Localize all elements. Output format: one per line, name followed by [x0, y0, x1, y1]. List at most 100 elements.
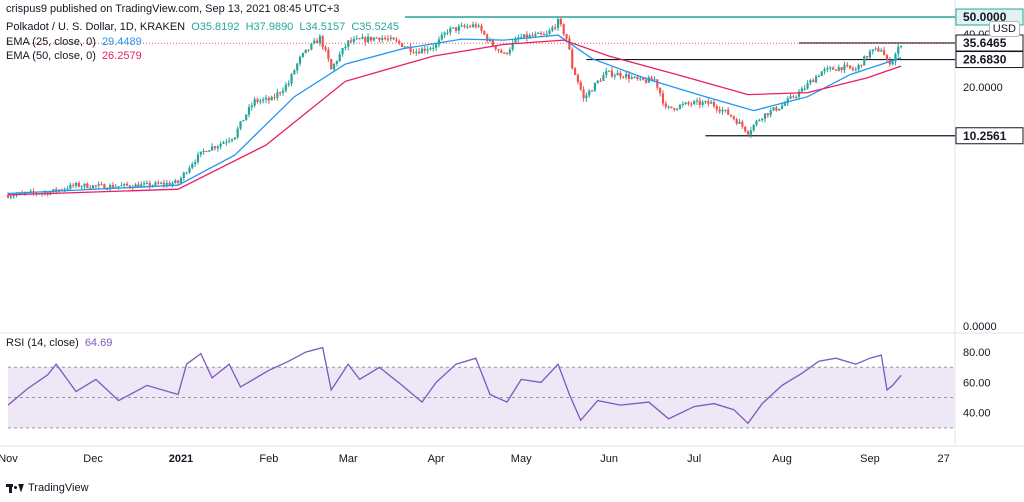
candle-up: [797, 91, 801, 97]
candle-up: [528, 35, 531, 39]
candle-down: [409, 46, 412, 52]
candle-up: [630, 77, 633, 79]
candle-up: [134, 184, 137, 189]
candle-up: [429, 48, 432, 50]
candle-up: [772, 107, 775, 111]
candle-up: [556, 18, 560, 28]
ohlc-high: H37.9890: [245, 21, 294, 33]
candle-down: [707, 101, 710, 104]
candle-up: [681, 103, 684, 105]
candle-down: [6, 194, 10, 198]
candle-up: [63, 189, 66, 191]
candle-down: [642, 78, 645, 81]
rsi-value: 64.69: [84, 337, 113, 349]
ema25-line: [7, 34, 902, 195]
ema50-legend: EMA (50, close, 0) 26.2579: [6, 50, 145, 63]
time-tick-label: Aug: [772, 453, 792, 465]
candle-down: [576, 74, 580, 83]
candle-down: [531, 35, 534, 37]
candle-down: [718, 109, 721, 112]
candle-down: [766, 113, 769, 116]
candle-down: [256, 99, 259, 102]
currency-button[interactable]: USD: [988, 21, 1020, 37]
tradingview-logo[interactable]: TradingView: [6, 482, 89, 494]
candle-down: [746, 131, 750, 135]
level-price-tag: [955, 127, 1024, 145]
candle-up: [225, 141, 228, 143]
candle-up: [693, 101, 696, 104]
candle-up: [602, 75, 605, 81]
candle-up: [43, 192, 46, 194]
ohlc-close: C35.5245: [351, 21, 400, 33]
candle-down: [883, 50, 886, 56]
rsi-tick-label: 60.00: [963, 377, 991, 389]
candle-down: [687, 102, 690, 104]
level-price-label: 28.6830: [963, 53, 1007, 67]
candle-up: [219, 143, 222, 147]
candle-up: [868, 51, 872, 58]
candle-down: [619, 72, 622, 77]
candle-up: [145, 182, 149, 184]
ema25-value: 29.4489: [101, 36, 142, 48]
candle-up: [545, 33, 548, 35]
candle-down: [729, 114, 733, 117]
candle-up: [165, 182, 168, 185]
candle-down: [877, 48, 880, 52]
candle-up: [633, 76, 636, 78]
candle-down: [162, 182, 166, 185]
candle-down: [60, 189, 63, 191]
candle-up: [29, 191, 32, 193]
candle-up: [684, 102, 687, 104]
candle-down: [35, 192, 38, 194]
candle-up: [758, 119, 761, 121]
candle-up: [313, 40, 316, 44]
candle-up: [537, 33, 540, 35]
candle-up: [194, 162, 197, 165]
candle-up: [140, 184, 143, 188]
candle-up: [520, 37, 523, 39]
candle-down: [412, 51, 415, 53]
candle-down: [364, 37, 367, 43]
candle-up: [179, 178, 183, 183]
candle-up: [222, 142, 225, 144]
candle-up: [814, 76, 818, 83]
candle-down: [885, 55, 889, 61]
candle-up: [548, 30, 551, 34]
candle-up: [446, 32, 449, 34]
candle-down: [590, 90, 594, 92]
time-tick-label: Dec: [83, 453, 103, 465]
candle-down: [812, 80, 815, 83]
ema50-label: EMA (50, close, 0): [6, 50, 96, 62]
candle-down: [503, 52, 506, 54]
candle-down: [267, 97, 270, 101]
candle-down: [834, 69, 838, 71]
candle-up: [293, 70, 296, 75]
candle-down: [423, 48, 426, 51]
time-tick-label: Feb: [259, 453, 278, 465]
time-tick-label: Apr: [428, 453, 445, 465]
candle-up: [230, 139, 234, 141]
level-price-label: 50.0000: [963, 10, 1007, 24]
candle-up: [710, 102, 713, 104]
candle-up: [171, 183, 174, 185]
candle-up: [721, 109, 724, 112]
candle-up: [83, 183, 86, 187]
candle-up: [106, 189, 109, 191]
candle-up: [514, 38, 517, 43]
candle-up: [287, 83, 290, 85]
candle-up: [605, 71, 608, 76]
candle-up: [678, 104, 682, 109]
candle-down: [86, 183, 89, 188]
candle-down: [330, 59, 333, 70]
candle-up: [270, 96, 273, 101]
tradingview-icon: [6, 483, 24, 493]
candle-up: [769, 110, 772, 116]
candle-down: [888, 60, 891, 65]
candle-down: [273, 96, 276, 98]
candle-up: [508, 49, 511, 54]
candle-up: [372, 37, 375, 41]
candle-up: [160, 182, 163, 184]
candle-up: [437, 39, 441, 45]
candle-down: [659, 87, 662, 94]
